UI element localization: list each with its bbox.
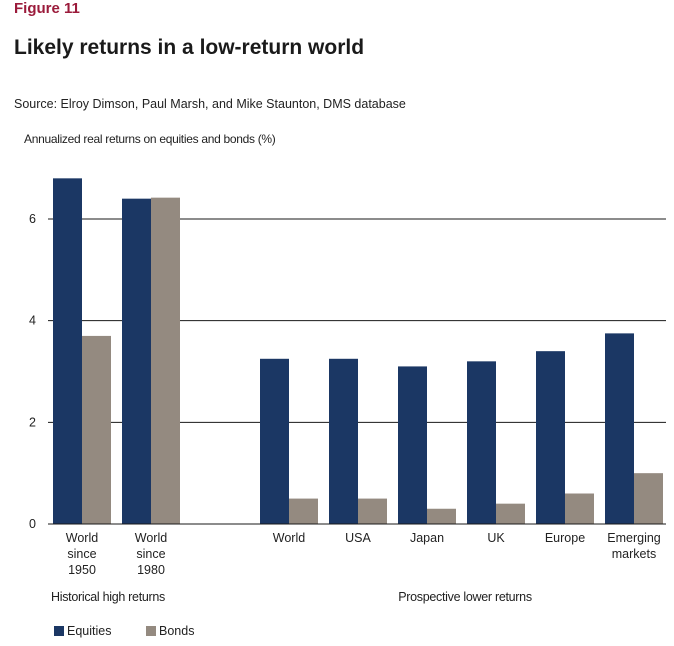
category-label-7-1: markets xyxy=(612,547,656,561)
bonds-bar-3 xyxy=(358,498,387,524)
legend-label-1: Bonds xyxy=(159,624,194,638)
bonds-bar-1 xyxy=(151,197,180,524)
category-label-4-0: Japan xyxy=(410,531,444,545)
bonds-bar-7 xyxy=(634,473,663,524)
legend-label-0: Equities xyxy=(67,624,111,638)
equities-bar-7 xyxy=(605,333,634,524)
y-tick-label-2: 2 xyxy=(29,415,36,429)
category-label-1-1: since xyxy=(136,547,165,561)
group-label-0: Historical high returns xyxy=(51,590,165,604)
bonds-bar-5 xyxy=(496,503,525,524)
equities-bar-1 xyxy=(122,198,151,524)
bonds-bar-4 xyxy=(427,508,456,524)
equities-bar-3 xyxy=(329,358,358,524)
category-label-6-0: Europe xyxy=(545,531,585,545)
y-tick-label-6: 6 xyxy=(29,212,36,226)
category-label-3-0: USA xyxy=(345,531,371,545)
chart-title: Annualized real returns on equities and … xyxy=(24,132,276,146)
equities-bar-5 xyxy=(467,361,496,524)
bonds-bar-2 xyxy=(289,498,318,524)
category-label-2-0: World xyxy=(273,531,305,545)
bonds-bar-0 xyxy=(82,335,111,524)
group-label-1: Prospective lower returns xyxy=(398,590,532,604)
bonds-bar-6 xyxy=(565,493,594,524)
category-label-1-2: 1980 xyxy=(137,563,165,577)
category-label-0-2: 1950 xyxy=(68,563,96,577)
legend-swatch-1 xyxy=(146,626,156,636)
category-label-0-1: since xyxy=(67,547,96,561)
legend-swatch-0 xyxy=(54,626,64,636)
figure-label: Figure 11 xyxy=(14,0,80,17)
source-note: Source: Elroy Dimson, Paul Marsh, and Mi… xyxy=(14,97,406,111)
category-label-7-0: Emerging xyxy=(607,531,661,545)
equities-bar-4 xyxy=(398,366,427,524)
category-label-5-0: UK xyxy=(487,531,505,545)
category-label-0-0: World xyxy=(66,531,98,545)
page-title: Likely returns in a low-return world xyxy=(14,36,365,59)
y-tick-label-4: 4 xyxy=(29,314,36,328)
category-label-1-0: World xyxy=(135,531,167,545)
y-tick-label-0: 0 xyxy=(29,517,36,531)
equities-bar-0 xyxy=(53,178,82,525)
equities-bar-2 xyxy=(260,358,289,524)
equities-bar-6 xyxy=(536,351,565,524)
